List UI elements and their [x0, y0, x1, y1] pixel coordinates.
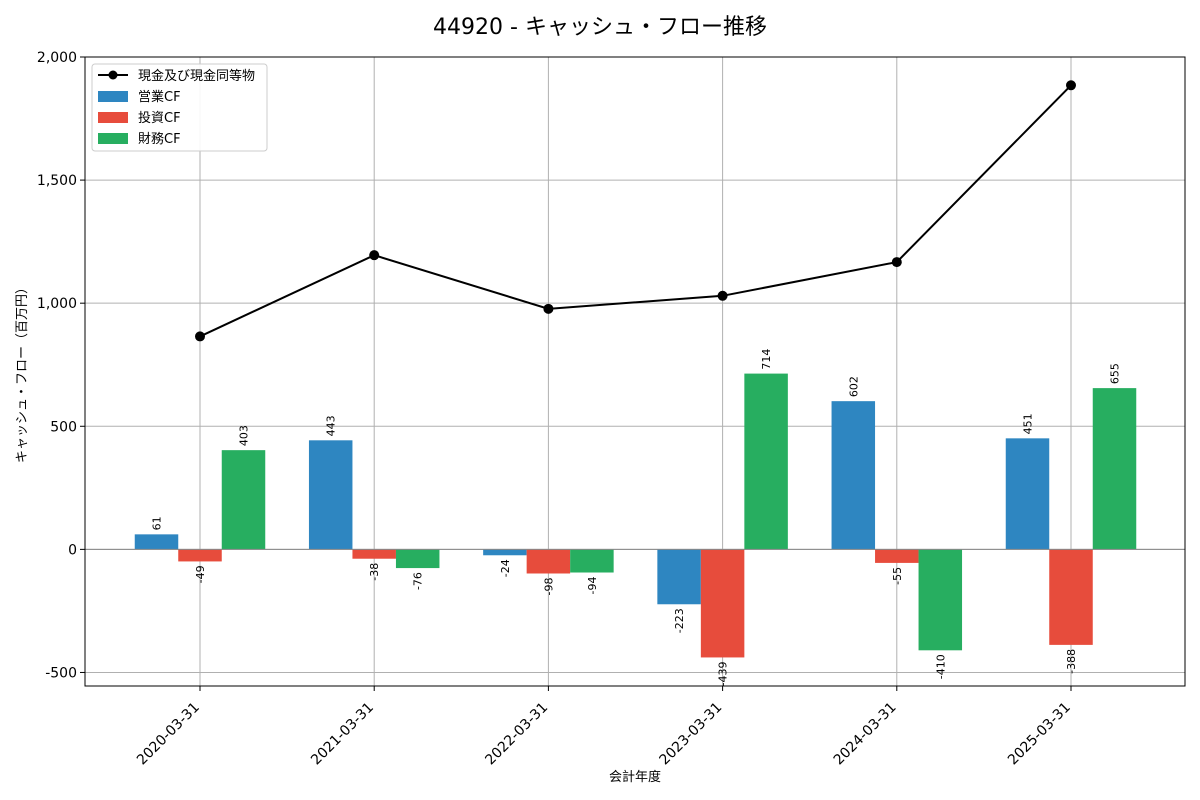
bar-value-label: -94: [586, 577, 599, 595]
bar-financing: [744, 373, 788, 550]
bar-operating: [1005, 438, 1050, 550]
bar-operating: [308, 440, 353, 550]
bar-value-label: -38: [368, 563, 381, 581]
bar-value-label: 403: [238, 425, 251, 446]
bar-value-label: 61: [151, 516, 164, 530]
bar-value-label: -388: [1065, 649, 1078, 674]
y-tick-label: 0: [68, 542, 77, 558]
x-tick-label: 2024-03-31: [831, 700, 900, 769]
legend-box: [91, 63, 268, 152]
bar-value-label: -223: [673, 608, 686, 633]
y-tick-label: 500: [50, 419, 77, 435]
legend-swatch: [98, 112, 128, 123]
y-tick-label: 1,000: [37, 296, 77, 312]
legend-label: 営業CF: [138, 89, 181, 105]
bar-value-label: -55: [891, 567, 904, 585]
bar-financing: [918, 549, 963, 651]
bar-investing: [526, 549, 571, 574]
cash-line-path: [199, 84, 1072, 338]
bar-operating: [483, 549, 527, 556]
bar-financing: [570, 549, 614, 573]
bar-value-label: 655: [1109, 363, 1122, 384]
bar-value-label: -98: [542, 577, 555, 595]
cash-line-point: [717, 290, 728, 301]
x-tick-label: 2020-03-31: [134, 700, 203, 769]
bar-value-label: -439: [717, 661, 730, 686]
bar-investing: [178, 549, 222, 562]
legend-label: 投資CF: [138, 110, 181, 126]
bar-operating: [831, 401, 876, 550]
x-axis-label: 会計年度: [609, 769, 661, 785]
bar-value-label: 714: [760, 349, 773, 370]
data-labels: 61 443 -24 -223 602 451 -49 -38 -98 -439 -55 -388 40…: [151, 349, 1122, 687]
bar-financing: [1092, 388, 1137, 550]
cash-line: [195, 80, 1076, 342]
bar-financing: [221, 450, 266, 550]
y-tick-label: 1,500: [37, 173, 77, 189]
legend-label: 現金及び現金同等物: [138, 68, 255, 84]
x-axis-ticks: 2020-03-31 2021-03-31 2022-03-31 2023-03-31…: [134, 686, 1074, 768]
bar-value-label: -76: [412, 572, 425, 590]
legend-line-marker: [108, 70, 118, 80]
cash-line-point: [195, 331, 205, 342]
y-axis-label: キャッシュ・フロー（百万円）: [15, 281, 30, 463]
x-tick-label: 2021-03-31: [308, 700, 377, 769]
bar-value-label: -24: [499, 559, 512, 577]
plot-frame: [84, 56, 1186, 687]
bar-value-label: 451: [1022, 413, 1035, 434]
bar-investing: [1049, 549, 1093, 645]
legend-label: 財務CF: [138, 132, 181, 147]
cash-line-point: [543, 303, 554, 314]
bar-operating: [657, 549, 701, 605]
bar-investing: [700, 549, 745, 658]
y-tick-label: 2,000: [37, 50, 77, 66]
chart-title: 44920 - キャッシュ・フロー推移: [433, 15, 767, 40]
x-tick-label: 2025-03-31: [1005, 700, 1074, 769]
x-tick-label: 2023-03-31: [657, 700, 726, 769]
x-tick-label: 2022-03-31: [482, 700, 551, 769]
bar-operating: [134, 534, 179, 550]
cash-line-point: [891, 257, 902, 268]
bar-investing: [352, 549, 396, 559]
bar-value-label: -410: [934, 654, 947, 679]
bar-value-label: 602: [847, 376, 860, 397]
legend-swatch: [98, 133, 128, 144]
bar-value-label: -49: [194, 565, 207, 583]
bar-investing: [875, 549, 919, 563]
legend-swatch: [98, 91, 128, 102]
cash-line-point: [369, 250, 380, 261]
y-axis-ticks: -500 0 500 1,000 1,500 2,000: [37, 50, 85, 681]
bars: [85, 373, 1185, 658]
cash-line-point: [1066, 80, 1076, 91]
bar-value-label: 443: [325, 415, 338, 436]
bar-financing: [395, 549, 440, 569]
y-tick-label: -500: [45, 665, 77, 681]
